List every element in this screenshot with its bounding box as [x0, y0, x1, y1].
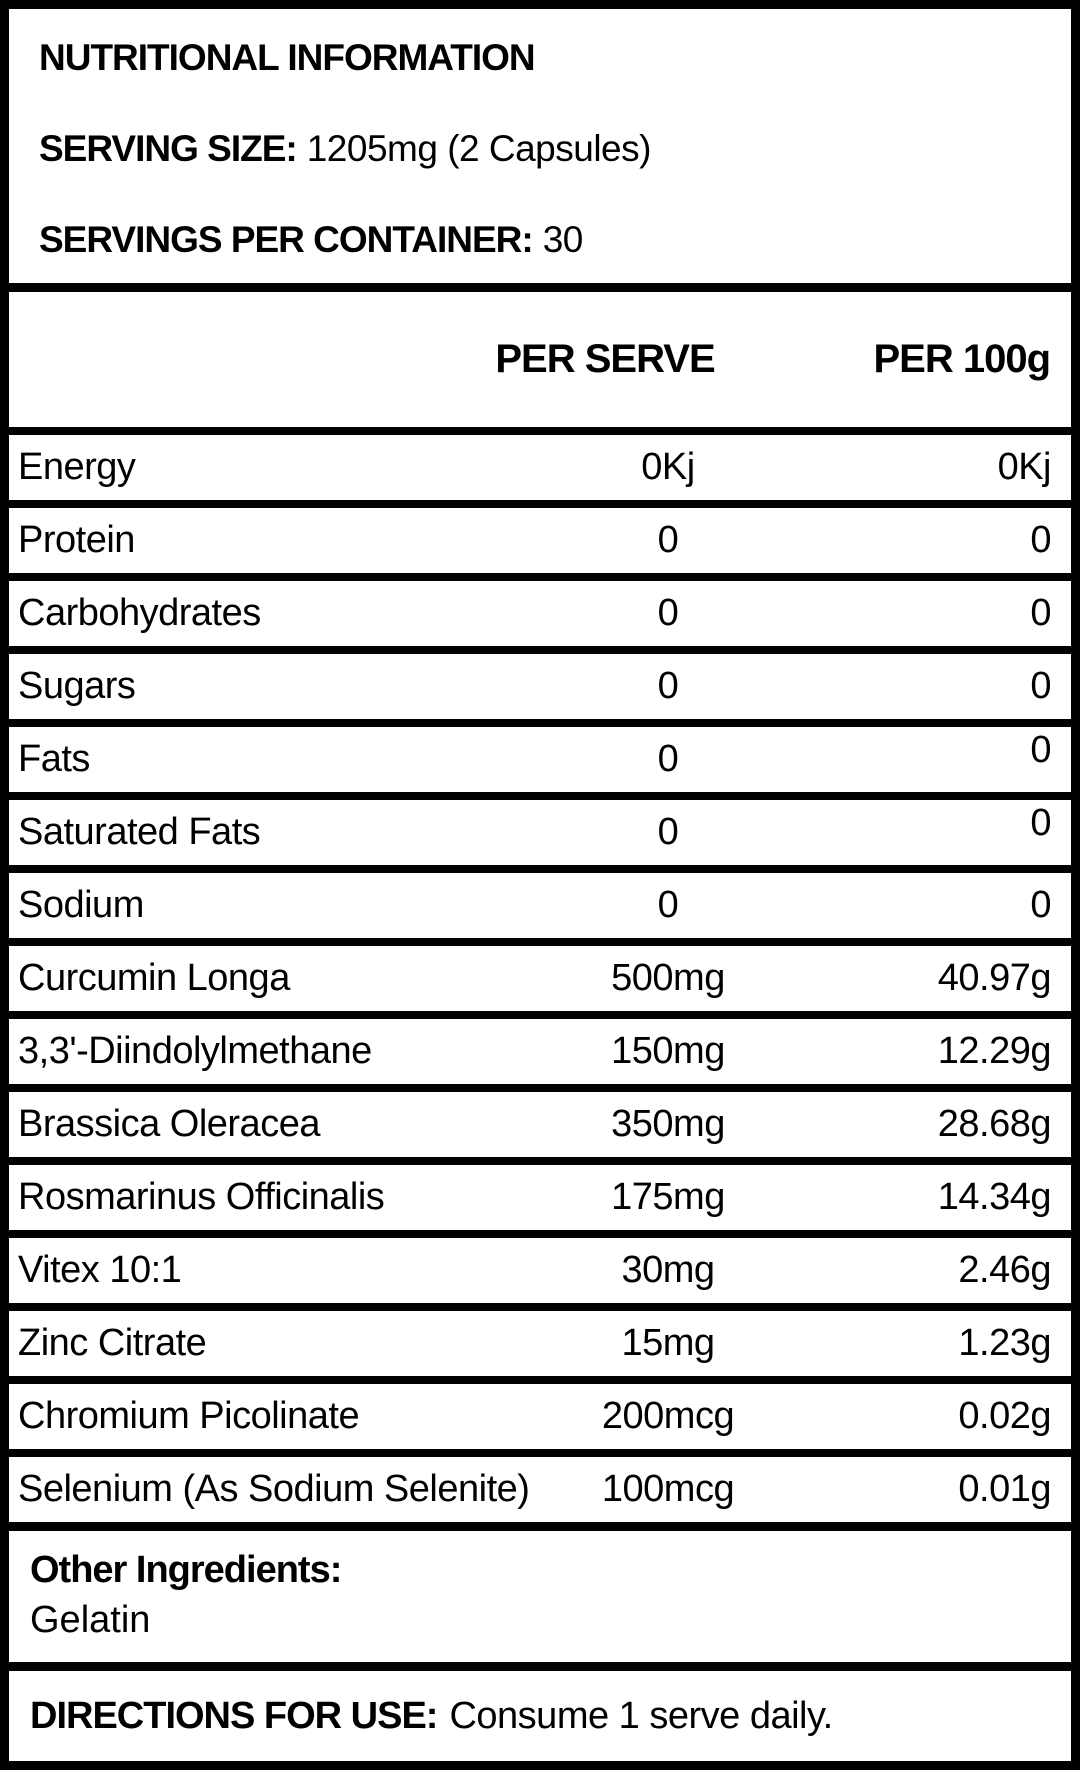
- row-per-100g-value: 0: [1030, 665, 1051, 707]
- serving-size-label: SERVING SIZE:: [39, 127, 298, 169]
- other-ingredients-value: Gelatin: [30, 1598, 151, 1641]
- row-name: Energy: [18, 446, 136, 488]
- row-name: Saturated Fats: [18, 811, 261, 853]
- servings-per-container-label: SERVINGS PER CONTAINER:: [39, 218, 534, 260]
- row-per-serve-value: 0: [657, 811, 679, 853]
- row-per-100g-value: 0: [1030, 729, 1051, 771]
- header-section: NUTRITIONAL INFORMATION SERVING SIZE: 12…: [0, 0, 1080, 292]
- row-name: Rosmarinus Officinalis: [18, 1176, 385, 1218]
- row-per-100g-value: 2.46g: [958, 1249, 1051, 1291]
- row-per-serve-value: 175mg: [611, 1176, 725, 1218]
- row-name: Fats: [18, 738, 90, 780]
- row-name: Selenium (As Sodium Selenite): [18, 1468, 530, 1510]
- row-per-serve-value: 15mg: [621, 1322, 715, 1364]
- row-per-serve-value: 0Kj: [641, 446, 695, 488]
- row-per-serve-value: 30mg: [621, 1249, 715, 1291]
- table-row: Saturated Fats 0 0: [9, 800, 1071, 873]
- row-per-100g-value: 0: [1030, 592, 1051, 634]
- per-100g-column-header: PER 100g: [873, 337, 1051, 381]
- row-per-serve-value: 0: [657, 592, 679, 634]
- row-name: Carbohydrates: [18, 592, 261, 634]
- table-row: Sodium 0 0: [9, 873, 1071, 946]
- other-ingredients-section: Other Ingredients: Gelatin: [0, 1522, 1080, 1671]
- table-row: Curcumin Longa 500mg 40.97g: [9, 946, 1071, 1019]
- row-per-serve-value: 500mg: [611, 957, 725, 999]
- row-name: Protein: [18, 519, 135, 561]
- table-section: PER SERVE PER 100g Energy 0Kj 0Kj Protei…: [0, 283, 1080, 1531]
- row-per-100g-value: 0.02g: [958, 1395, 1051, 1437]
- table-row: Sugars 0 0: [9, 654, 1071, 727]
- row-per-100g-value: 40.97g: [937, 957, 1052, 999]
- row-per-100g-value: 28.68g: [937, 1103, 1052, 1145]
- table-row: Fats 0 0: [9, 727, 1071, 800]
- row-per-serve-value: 100mcg: [601, 1468, 735, 1510]
- row-per-100g-value: 0: [1030, 519, 1051, 561]
- row-per-100g-value: 0: [1030, 884, 1051, 926]
- row-per-serve-value: 0: [657, 519, 679, 561]
- row-per-serve-value: 0: [657, 665, 679, 707]
- row-per-serve-value: 200mcg: [601, 1395, 735, 1437]
- row-name: Chromium Picolinate: [18, 1395, 360, 1437]
- servings-per-container-line: SERVINGS PER CONTAINER: 30: [39, 194, 1051, 285]
- row-name: Sugars: [18, 665, 136, 707]
- directions-text: Consume 1 serve daily.: [449, 1694, 833, 1737]
- servings-per-container-value: 30: [542, 218, 584, 260]
- serving-size-line: SERVING SIZE: 1205mg (2 Capsules): [39, 103, 1051, 194]
- per-serve-column-header: PER SERVE: [495, 337, 715, 381]
- table-row: Energy 0Kj 0Kj: [9, 435, 1071, 508]
- row-name: Sodium: [18, 884, 144, 926]
- row-per-100g-value: 0Kj: [997, 446, 1052, 488]
- row-name: 3,3'-Diindolylmethane: [18, 1030, 372, 1072]
- row-per-100g-value: 0.01g: [958, 1468, 1051, 1510]
- table-row: Carbohydrates 0 0: [9, 581, 1071, 654]
- row-per-100g-value: 0: [1030, 802, 1051, 844]
- directions-section: DIRECTIONS FOR USE: Consume 1 serve dail…: [0, 1662, 1080, 1770]
- row-name: Brassica Oleracea: [18, 1103, 320, 1145]
- row-name: Curcumin Longa: [18, 957, 290, 999]
- table-row: Rosmarinus Officinalis 175mg 14.34g: [9, 1165, 1071, 1238]
- page-title: NUTRITIONAL INFORMATION: [39, 36, 536, 78]
- row-per-100g-value: 14.34g: [937, 1176, 1052, 1218]
- row-per-serve-value: 0: [657, 884, 679, 926]
- table-row: Vitex 10:1 30mg 2.46g: [9, 1238, 1071, 1311]
- directions-label: DIRECTIONS FOR USE:: [30, 1694, 438, 1737]
- row-per-serve-value: 150mg: [611, 1030, 725, 1072]
- row-name: Zinc Citrate: [18, 1322, 207, 1364]
- row-name: Vitex 10:1: [18, 1249, 182, 1291]
- row-per-100g-value: 12.29g: [937, 1030, 1052, 1072]
- row-per-100g-value: 1.23g: [958, 1322, 1051, 1364]
- table-row: Zinc Citrate 15mg 1.23g: [9, 1311, 1071, 1384]
- table-row: 3,3'-Diindolylmethane 150mg 12.29g: [9, 1019, 1071, 1092]
- row-per-serve-value: 0: [657, 738, 679, 780]
- table-row: Protein 0 0: [9, 508, 1071, 581]
- table-row: Chromium Picolinate 200mcg 0.02g: [9, 1384, 1071, 1457]
- other-ingredients-label: Other Ingredients:: [30, 1548, 342, 1591]
- table-header-row: PER SERVE PER 100g: [9, 292, 1071, 435]
- serving-size-value: 1205mg (2 Capsules): [306, 127, 652, 169]
- table-row: Selenium (As Sodium Selenite) 100mcg 0.0…: [9, 1457, 1071, 1522]
- row-per-serve-value: 350mg: [611, 1103, 725, 1145]
- table-row: Brassica Oleracea 350mg 28.68g: [9, 1092, 1071, 1165]
